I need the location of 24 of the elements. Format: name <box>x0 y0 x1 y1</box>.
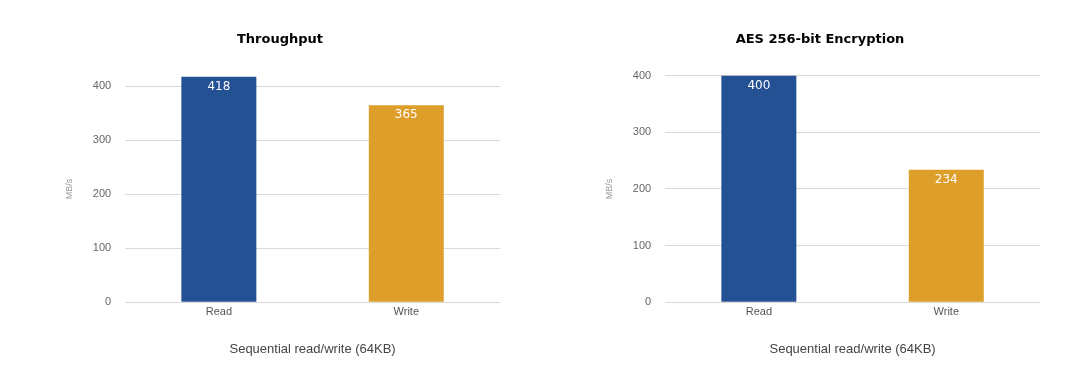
y-tick-label: 400 <box>632 68 652 81</box>
data-label: 418 <box>207 78 231 93</box>
x-tick-label: Read <box>205 304 233 317</box>
data-label: 365 <box>394 107 418 122</box>
y-tick-label: 100 <box>92 241 112 254</box>
data-label: 400 <box>747 77 771 92</box>
y-tick-label: 0 <box>105 295 112 308</box>
chart-title: AES 256-bit Encryption <box>735 31 905 47</box>
x-axis-title: Sequential read/write (64KB) <box>769 340 936 356</box>
x-axis-title: Sequential read/write (64KB) <box>229 340 396 356</box>
x-tick-label: Read <box>745 304 773 317</box>
y-tick-label: 200 <box>92 187 112 200</box>
data-label: 234 <box>934 171 958 186</box>
x-tick-label: Write <box>933 304 960 317</box>
y-tick-label: 100 <box>632 238 652 251</box>
y-tick-label: 300 <box>92 133 112 146</box>
y-tick-label: 0 <box>645 295 652 308</box>
chart-title: Throughput <box>236 31 324 47</box>
y-axis-title: MB/s <box>63 178 74 200</box>
y-tick-label: 400 <box>92 79 112 92</box>
y-tick-label: 200 <box>632 181 652 194</box>
x-tick-label: Write <box>393 304 420 317</box>
y-axis-title: MB/s <box>603 178 614 200</box>
y-tick-label: 300 <box>632 125 652 138</box>
